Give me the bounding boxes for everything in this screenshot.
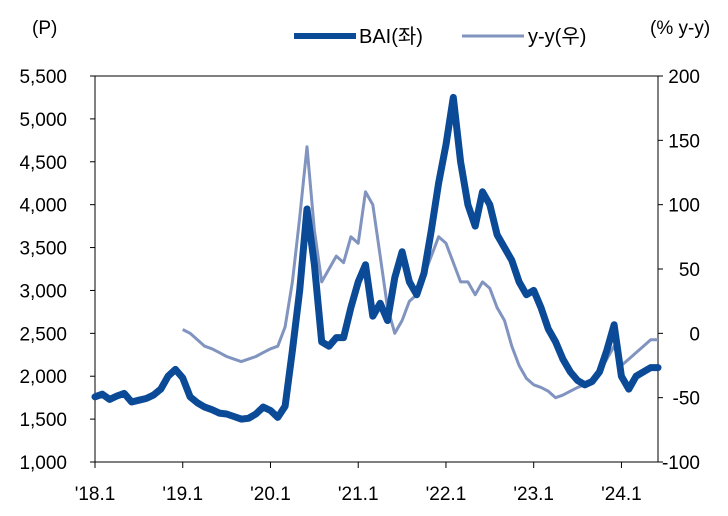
- left-tick-label: 5,000: [19, 110, 67, 131]
- left-axis: 1,000 1,500 2,000 2,500 3,000 3,500 4,000 4,500…: [19, 67, 95, 474]
- legend: BAI(좌) y-y(우): [294, 25, 586, 48]
- left-tick-label: 4,000: [19, 196, 67, 217]
- x-tick-label: '18.1: [75, 484, 116, 505]
- left-tick-label: 3,500: [19, 239, 67, 260]
- right-tick-label: 50: [679, 260, 700, 281]
- left-tick-label: 2,500: [19, 324, 67, 345]
- series-line-yy: [182, 145, 658, 400]
- plot-frame: [94, 75, 659, 463]
- right-tick-label: 0: [689, 324, 700, 345]
- x-tick-label: '21.1: [338, 484, 379, 505]
- right-tick-label: 200: [668, 67, 700, 88]
- left-tick-label: 4,500: [19, 153, 67, 174]
- right-tick-label: -100: [662, 453, 700, 474]
- left-tick-label: 1,500: [19, 410, 67, 431]
- legend-label-yy: y-y(우): [528, 26, 586, 48]
- left-axis-unit: (P): [32, 18, 57, 39]
- right-axis: -100 -50 0 50 100 150 200: [658, 67, 700, 474]
- right-tick-label: 100: [668, 196, 700, 217]
- left-tick-label: 2,000: [19, 367, 67, 388]
- left-tick-label: 3,000: [19, 281, 67, 302]
- right-tick-label: -50: [673, 389, 700, 410]
- left-tick-label: 1,000: [19, 453, 67, 474]
- right-axis-unit: (% y-y): [650, 18, 710, 39]
- x-tick-label: '23.1: [513, 484, 554, 505]
- x-tick-label: '22.1: [426, 484, 467, 505]
- series-line-bai: [91, 93, 662, 423]
- x-tick-label: '19.1: [162, 484, 203, 505]
- left-tick-label: 5,500: [19, 67, 67, 88]
- x-axis: '18.1 '19.1 '20.1 '21.1 '22.1 '23.1 '24.1: [75, 462, 642, 505]
- x-tick-label: '20.1: [250, 484, 291, 505]
- right-tick-label: 150: [668, 131, 700, 152]
- x-tick-label: '24.1: [601, 484, 642, 505]
- legend-label-bai: BAI(좌): [359, 25, 423, 48]
